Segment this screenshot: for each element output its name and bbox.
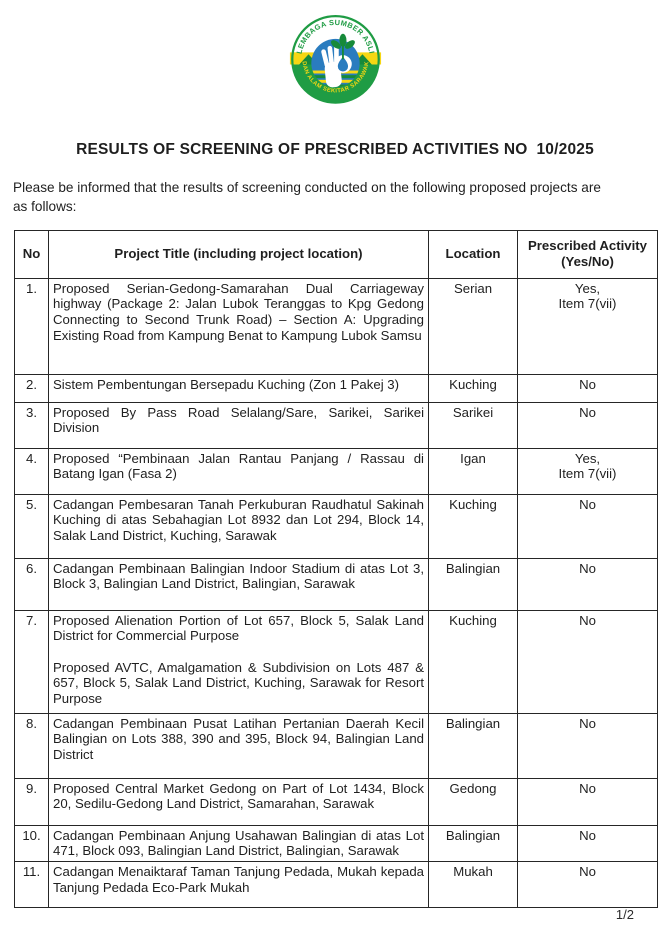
row-location: Sarikei — [428, 401, 518, 449]
table-row: 4. Proposed “Pembinaan Jalan Rantau Panj… — [14, 447, 658, 495]
row-project-title: Proposed Central Market Gedong on Part o… — [48, 777, 429, 826]
table-row: 7. Proposed Alienation Portion of Lot 65… — [14, 609, 658, 714]
table-row: 2. Sistem Pembentungan Bersepadu Kuching… — [14, 373, 658, 403]
droplet-icon — [337, 56, 348, 72]
header-prescribed-activity: Prescribed Activity (Yes/No) — [517, 229, 658, 279]
page-title: RESULTS OF SCREENING OF PRESCRIBED ACTIV… — [76, 141, 594, 158]
table-row: 10. Cadangan Pembinaan Anjung Usahawan B… — [14, 824, 658, 863]
row-prescribed-activity: Yes, Item 7(vii) — [517, 277, 658, 375]
screening-results-table: No Project Title (including project loca… — [14, 229, 658, 908]
row-prescribed-activity: No — [517, 401, 658, 449]
row-prescribed-activity: Yes, Item 7(vii) — [517, 447, 658, 495]
row-location: Balingian — [428, 557, 518, 611]
row-project-title: Proposed Serian-Gedong-Samarahan Dual Ca… — [48, 277, 429, 375]
table-row: 1. Proposed Serian-Gedong-Samarahan Dual… — [14, 277, 658, 375]
row-project-title: Cadangan Pembinaan Balingian Indoor Stad… — [48, 557, 429, 611]
row-location: Igan — [428, 447, 518, 495]
row-no: 5. — [14, 493, 49, 559]
row-location: Kuching — [428, 373, 518, 403]
leaf-icon — [330, 33, 355, 60]
row-no: 3. — [14, 401, 49, 449]
row-no: 9. — [14, 777, 49, 826]
row-project-title: Cadangan Pembinaan Anjung Usahawan Balin… — [48, 824, 429, 863]
header-no: No — [14, 229, 49, 279]
logo-outer-ring — [290, 14, 380, 104]
row-no: 6. — [14, 557, 49, 611]
row-prescribed-activity: No — [517, 712, 658, 779]
row-location: Kuching — [428, 493, 518, 559]
row-project-title: Cadangan Menaiktaraf Taman Tanjung Pedad… — [48, 861, 429, 908]
row-no: 7. — [14, 609, 49, 714]
row-no: 1. — [14, 277, 49, 375]
row-no: 8. — [14, 712, 49, 779]
row-no: 10. — [14, 824, 49, 863]
row-no: 4. — [14, 447, 49, 495]
table-row: 9. Proposed Central Market Gedong on Par… — [14, 777, 658, 826]
hand-icon — [320, 44, 352, 88]
row-prescribed-activity: No — [517, 373, 658, 403]
row-project-title: Proposed “Pembinaan Jalan Rantau Panjang… — [48, 447, 429, 495]
page-number: 1/2 — [615, 907, 634, 922]
row-project-title: Sistem Pembentungan Bersepadu Kuching (Z… — [48, 373, 429, 403]
row-location: Gedong — [428, 777, 518, 826]
table-row: 5. Cadangan Pembesaran Tanah Perkuburan … — [14, 493, 658, 559]
row-project-title: Proposed Alienation Portion of Lot 657, … — [48, 609, 429, 714]
row-project-title: Cadangan Pembinaan Pusat Latihan Pertani… — [48, 712, 429, 779]
table-row: 3. Proposed By Pass Road Selalang/Sare, … — [14, 401, 658, 449]
row-prescribed-activity: No — [517, 493, 658, 559]
table-row: 8. Cadangan Pembinaan Pusat Latihan Pert… — [14, 712, 658, 779]
row-no: 11. — [14, 861, 49, 908]
row-location: Balingian — [428, 824, 518, 863]
row-no: 2. — [14, 373, 49, 403]
table-header-row: No Project Title (including project loca… — [14, 229, 658, 279]
row-prescribed-activity: No — [517, 824, 658, 863]
row-project-title: Proposed By Pass Road Selalang/Sare, Sar… — [48, 401, 429, 449]
header-project-title: Project Title (including project locatio… — [48, 229, 429, 279]
table-row: 6. Cadangan Pembinaan Balingian Indoor S… — [14, 557, 658, 611]
row-prescribed-activity: No — [517, 557, 658, 611]
table-row: 11. Cadangan Menaiktaraf Taman Tanjung P… — [14, 861, 658, 908]
header-location: Location — [428, 229, 518, 279]
agency-logo: LEMBAGA SUMBER ASLI DAN ALAM SEKITAR SAR… — [0, 0, 670, 109]
row-location: Serian — [428, 277, 518, 375]
intro-paragraph: Please be informed that the results of s… — [13, 180, 601, 215]
row-location: Balingian — [428, 712, 518, 779]
row-project-title: Cadangan Pembesaran Tanah Perkuburan Rau… — [48, 493, 429, 559]
row-prescribed-activity: No — [517, 777, 658, 826]
row-prescribed-activity: No — [517, 609, 658, 714]
row-location: Kuching — [428, 609, 518, 714]
agency-logo-icon: LEMBAGA SUMBER ASLI DAN ALAM SEKITAR SAR… — [289, 14, 381, 104]
row-prescribed-activity: No — [517, 861, 658, 908]
row-location: Mukah — [428, 861, 518, 908]
